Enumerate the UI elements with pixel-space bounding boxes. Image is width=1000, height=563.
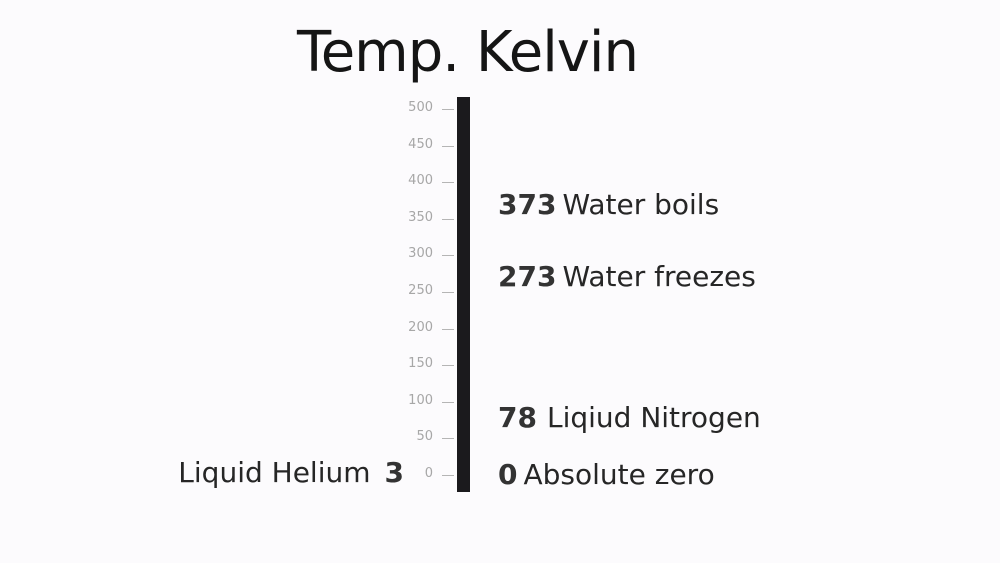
annotation-label: Liquid Helium xyxy=(178,456,371,489)
annotation-value: 3 xyxy=(384,456,404,489)
annotation-value: 0 xyxy=(498,458,518,491)
tick-mark xyxy=(442,365,454,367)
annotation-label: Water boils xyxy=(562,188,720,221)
annotation-liquid-nitrogen: 78 Liqiud Nitrogen xyxy=(498,401,761,435)
tick-mark xyxy=(442,475,454,476)
tick-label: 400 xyxy=(408,173,433,189)
tick-label: 100 xyxy=(408,392,433,408)
tick-label: 0 xyxy=(424,466,433,481)
tick-label: 250 xyxy=(408,283,433,298)
annotation-absolute-zero: 0 Absolute zero xyxy=(498,458,715,492)
tick-label: 50 xyxy=(416,429,433,445)
annotation-label: Liqiud Nitrogen xyxy=(546,401,761,434)
annotation-liquid-helium: Liquid Helium 3 xyxy=(178,456,404,490)
tick-mark xyxy=(442,218,454,220)
tick-label: 500 xyxy=(408,100,433,115)
tick-label: 450 xyxy=(408,136,433,152)
tick-mark xyxy=(442,438,454,440)
annotation-water-boils: 373 Water boils xyxy=(498,188,719,222)
tick-mark xyxy=(442,145,454,147)
tick-mark xyxy=(442,109,454,110)
annotation-value: 78 xyxy=(498,401,537,434)
annotation-water-freezes: 273 Water freezes xyxy=(498,260,756,294)
tick-label: 300 xyxy=(408,246,433,262)
tick-mark xyxy=(442,255,454,257)
tick-mark xyxy=(442,401,454,403)
tick-mark xyxy=(442,292,454,293)
tick-label: 150 xyxy=(408,356,433,372)
annotation-label: Water freezes xyxy=(562,260,756,293)
tick-mark xyxy=(442,328,454,330)
annotation-value: 273 xyxy=(498,260,557,293)
tick-label: 200 xyxy=(408,319,433,335)
page-title: Temp. Kelvin xyxy=(297,20,639,85)
tick-label: 350 xyxy=(408,209,433,225)
annotation-value: 373 xyxy=(498,188,557,221)
tick-mark xyxy=(442,182,454,184)
temperature-bar xyxy=(457,97,470,492)
annotation-label: Absolute zero xyxy=(523,458,715,491)
